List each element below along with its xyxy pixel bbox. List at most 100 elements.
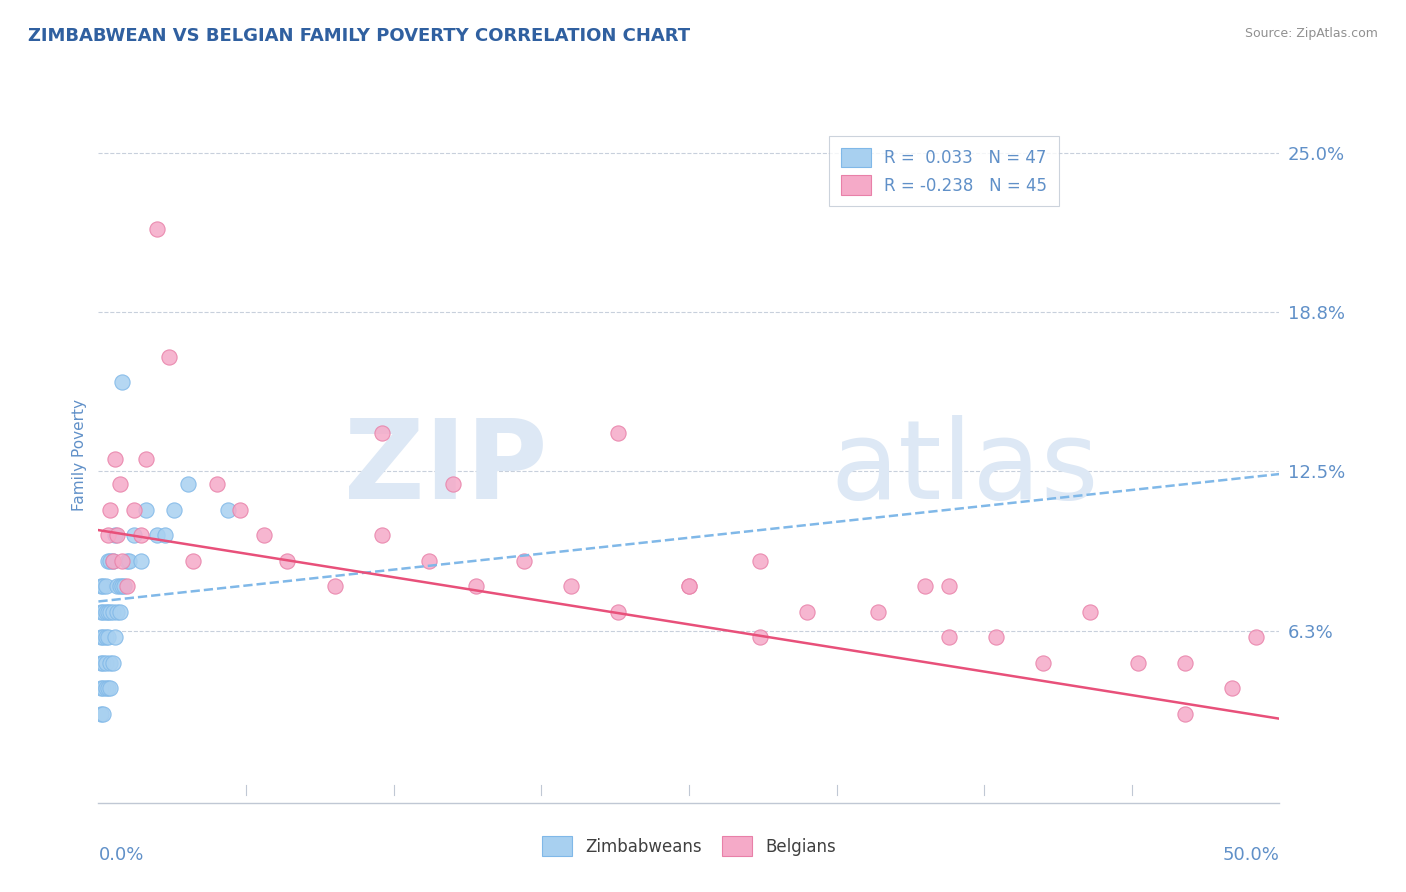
Point — [91, 681, 114, 695]
Point — [90, 579, 112, 593]
Point — [111, 376, 134, 390]
Point — [560, 579, 582, 593]
Point — [748, 554, 770, 568]
Point — [104, 451, 127, 466]
Point — [101, 605, 124, 619]
Point — [1244, 630, 1267, 644]
Point — [135, 451, 157, 466]
Point — [98, 681, 121, 695]
Text: atlas: atlas — [831, 416, 1099, 523]
Point — [748, 630, 770, 644]
Point — [104, 630, 127, 644]
Text: ZIMBABWEAN VS BELGIAN FAMILY POVERTY CORRELATION CHART: ZIMBABWEAN VS BELGIAN FAMILY POVERTY COR… — [28, 27, 690, 45]
Point — [1174, 656, 1197, 670]
Point — [866, 605, 889, 619]
Point — [796, 605, 818, 619]
Point — [94, 656, 117, 670]
Point — [91, 605, 114, 619]
Point — [229, 502, 252, 516]
Text: Source: ZipAtlas.com: Source: ZipAtlas.com — [1244, 27, 1378, 40]
Point — [418, 554, 440, 568]
Point — [98, 656, 121, 670]
Point — [678, 579, 700, 593]
Point — [111, 554, 134, 568]
Point — [91, 656, 114, 670]
Point — [938, 630, 960, 644]
Point — [98, 502, 121, 516]
Point — [371, 426, 394, 441]
Point — [371, 528, 394, 542]
Point — [108, 477, 131, 491]
Point — [157, 350, 180, 364]
Point — [91, 579, 114, 593]
Point — [108, 605, 131, 619]
Point — [105, 579, 128, 593]
Point — [118, 554, 141, 568]
Point — [97, 630, 120, 644]
Point — [101, 554, 124, 568]
Text: ZIP: ZIP — [344, 416, 547, 523]
Point — [678, 579, 700, 593]
Point — [276, 554, 298, 568]
Point — [94, 605, 117, 619]
Point — [914, 579, 936, 593]
Point — [115, 554, 138, 568]
Point — [607, 605, 630, 619]
Point — [91, 630, 114, 644]
Point — [146, 528, 169, 542]
Point — [607, 426, 630, 441]
Point — [938, 579, 960, 593]
Point — [97, 605, 120, 619]
Point — [90, 656, 112, 670]
Point — [90, 630, 112, 644]
Point — [115, 579, 138, 593]
Point — [90, 681, 112, 695]
Point — [135, 502, 157, 516]
Point — [163, 502, 186, 516]
Point — [129, 554, 152, 568]
Point — [1080, 605, 1102, 619]
Point — [122, 528, 145, 542]
Point — [253, 528, 276, 542]
Point — [94, 630, 117, 644]
Point — [122, 502, 145, 516]
Point — [112, 579, 135, 593]
Point — [181, 554, 204, 568]
Point — [104, 528, 127, 542]
Point — [217, 502, 239, 516]
Point — [111, 579, 134, 593]
Point — [1032, 656, 1054, 670]
Point — [105, 528, 128, 542]
Point — [129, 528, 152, 542]
Point — [94, 681, 117, 695]
Point — [512, 554, 534, 568]
Point — [441, 477, 464, 491]
Point — [90, 706, 112, 721]
Point — [146, 222, 169, 236]
Point — [984, 630, 1007, 644]
Point — [98, 605, 121, 619]
Point — [1126, 656, 1149, 670]
Point — [205, 477, 228, 491]
Point — [108, 579, 131, 593]
Point — [465, 579, 488, 593]
Point — [153, 528, 176, 542]
Point — [94, 579, 117, 593]
Point — [91, 706, 114, 721]
Text: 50.0%: 50.0% — [1223, 847, 1279, 864]
Point — [101, 656, 124, 670]
Point — [101, 554, 124, 568]
Point — [1174, 706, 1197, 721]
Point — [98, 554, 121, 568]
Point — [105, 605, 128, 619]
Point — [90, 605, 112, 619]
Point — [97, 681, 120, 695]
Legend: Zimbabweans, Belgians: Zimbabweans, Belgians — [534, 828, 844, 864]
Point — [323, 579, 346, 593]
Point — [97, 528, 120, 542]
Y-axis label: Family Poverty: Family Poverty — [72, 399, 87, 511]
Point — [97, 554, 120, 568]
Point — [177, 477, 200, 491]
Point — [1220, 681, 1243, 695]
Text: 0.0%: 0.0% — [98, 847, 143, 864]
